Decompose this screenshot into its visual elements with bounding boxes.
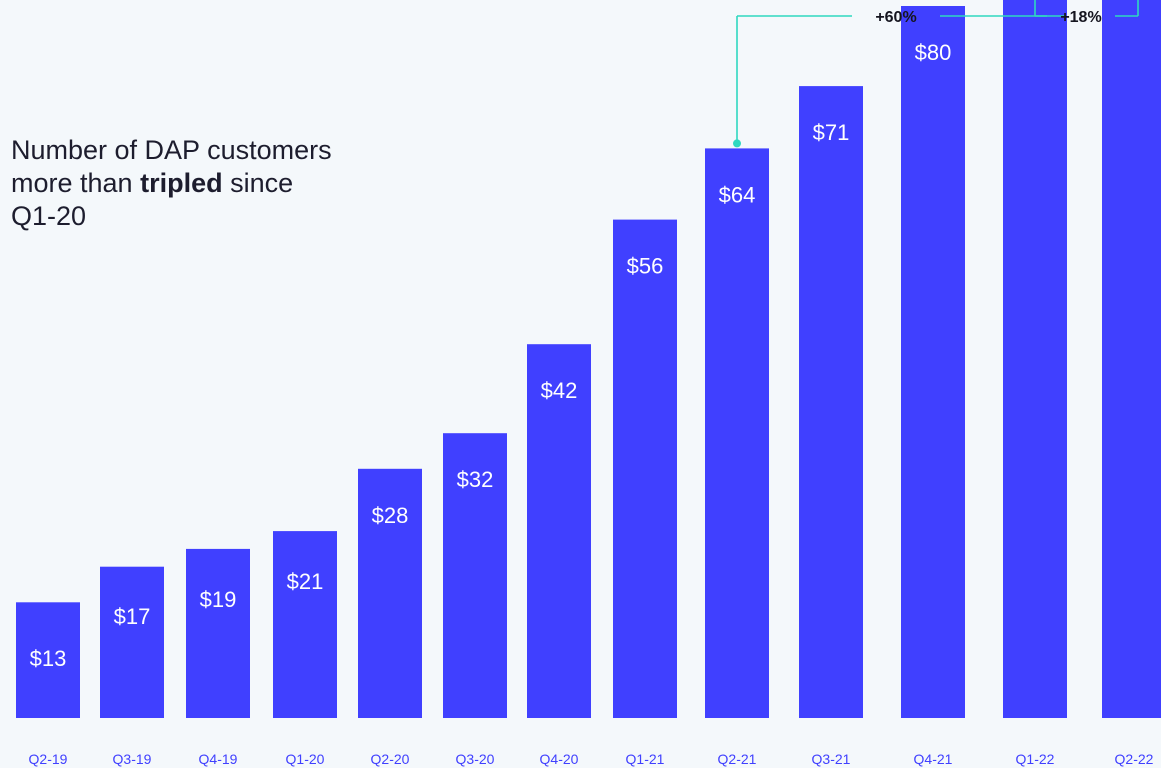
- bar-q4-20: [527, 344, 591, 718]
- bar-value-label: $42: [541, 378, 578, 403]
- growth-annotation-2: +18%: [1034, 0, 1139, 26]
- bar-q2-20: [358, 468, 422, 718]
- headline-emphasis: tripled: [140, 168, 223, 198]
- x-tick-label: Q3-20: [456, 751, 495, 767]
- bar-q2-19: [16, 602, 80, 718]
- x-tick-label: Q1-22: [1016, 751, 1055, 767]
- x-tick-label: Q3-21: [812, 751, 851, 767]
- x-tick-label: Q2-19: [29, 751, 68, 767]
- bar-q1-20: [273, 531, 337, 718]
- bar-q1-22: [1003, 0, 1067, 718]
- growth-annotation-2-label: +18%: [1060, 9, 1101, 26]
- bar-q3-21: [799, 86, 863, 719]
- x-tick-label: Q2-21: [718, 751, 757, 767]
- bar-q2-22: [1102, 0, 1161, 719]
- bar-value-label: $64: [719, 182, 756, 207]
- bar-value-label: $32: [457, 467, 494, 492]
- bar-q2-21: [705, 148, 769, 718]
- bar-value-label: $21: [287, 569, 324, 594]
- bar-q4-19: [186, 548, 250, 718]
- bar-q3-19: [100, 566, 164, 718]
- x-tick-label: Q1-20: [286, 751, 325, 767]
- bar-value-label: $17: [114, 604, 151, 629]
- bar-q1-21: [613, 219, 677, 718]
- x-tick-label: Q4-20: [540, 751, 579, 767]
- chart-headline: Number of DAP customers more than triple…: [11, 134, 411, 233]
- bar-value-label: $56: [627, 254, 664, 279]
- headline-line-2-prefix: more than: [11, 168, 141, 198]
- x-tick-label: Q2-20: [371, 751, 410, 767]
- growth-annotation-1-dot: [733, 139, 741, 148]
- headline-line-3: Q1-20: [11, 201, 87, 231]
- bar-value-label: $71: [813, 120, 850, 145]
- bar-value-label: $19: [200, 587, 237, 612]
- growth-annotation-1-label: +60%: [875, 9, 916, 26]
- x-tick-label: Q3-19: [113, 751, 152, 767]
- bar-q3-20: [443, 433, 507, 718]
- bar-value-label: $13: [30, 646, 67, 671]
- x-tick-label: Q4-21: [914, 751, 953, 767]
- bar-value-label: $28: [372, 503, 409, 528]
- headline-line-1: Number of DAP customers: [11, 135, 332, 165]
- headline-line-2-suffix: since: [222, 168, 294, 198]
- bar-value-label: $80: [915, 40, 952, 65]
- x-tick-label: Q2-22: [1115, 751, 1154, 767]
- bar-q4-21: [901, 6, 965, 718]
- x-tick-label: Q4-19: [199, 751, 238, 767]
- x-tick-label: Q1-21: [626, 751, 665, 767]
